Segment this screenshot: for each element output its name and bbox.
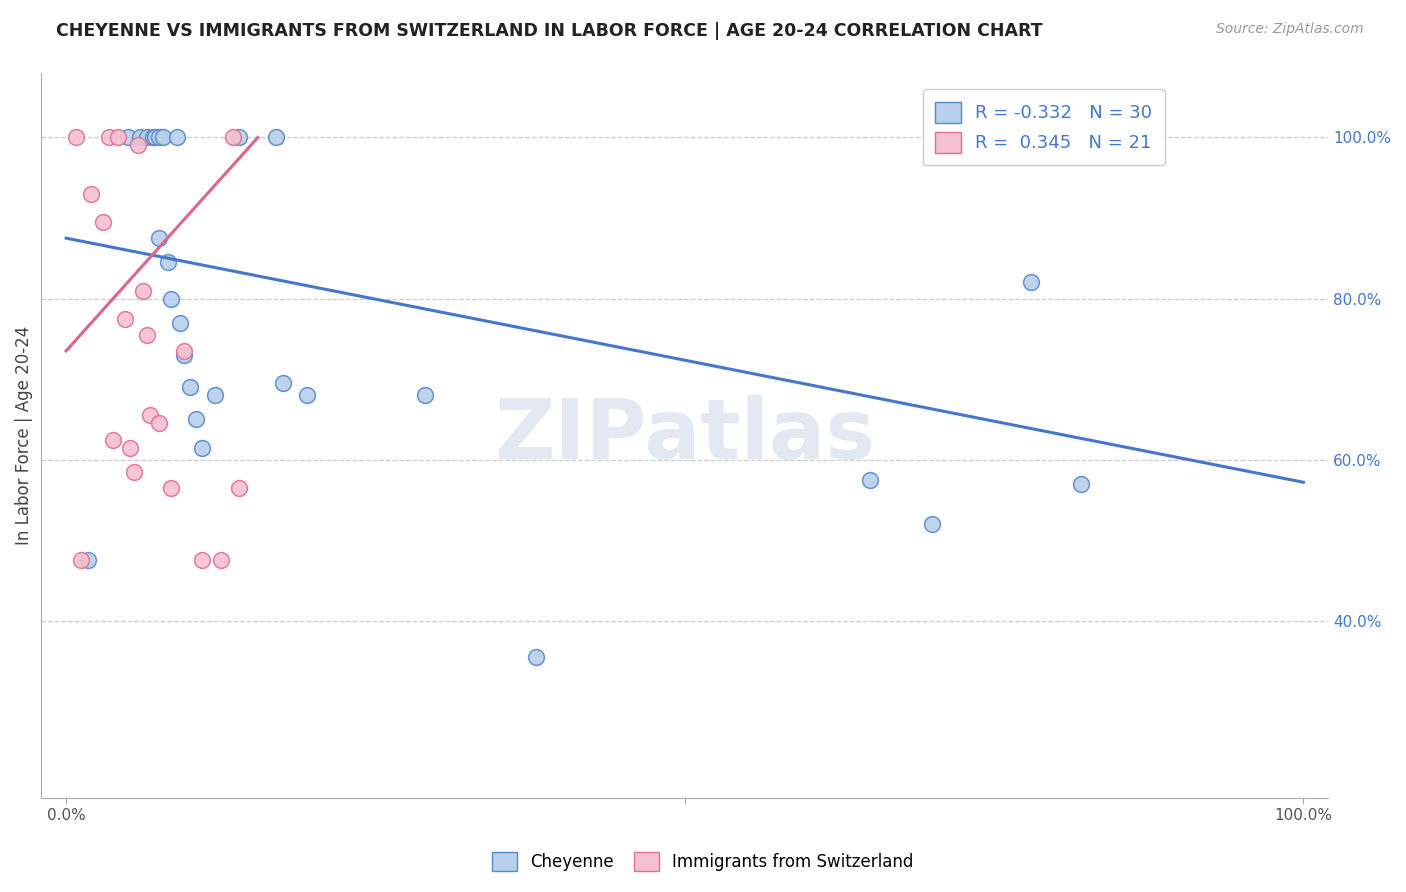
Point (271, 376, 294, 391)
Point (139, 409, 162, 423)
Point (129, 130, 152, 145)
Point (122, 465, 145, 479)
Legend: R = -0.332   N = 30, R =  0.345   N = 21: R = -0.332 N = 30, R = 0.345 N = 21 (922, 89, 1164, 165)
Point (117, 130, 139, 145)
Point (70, 553, 93, 567)
Point (1112, 130, 1135, 145)
Point (228, 481, 250, 495)
Point (152, 130, 174, 145)
Point (127, 138, 149, 153)
Point (65, 130, 87, 145)
Point (132, 284, 155, 298)
Point (135, 327, 157, 342)
Point (524, 650, 547, 665)
Point (143, 130, 166, 145)
Point (156, 255, 179, 269)
Point (921, 517, 943, 532)
Point (148, 231, 170, 245)
Point (77, 553, 100, 567)
Point (101, 433, 124, 447)
Point (1132, 130, 1154, 145)
Point (142, 130, 165, 145)
Point (413, 388, 436, 402)
Point (173, 343, 195, 358)
Y-axis label: In Labor Force | Age 20-24: In Labor Force | Age 20-24 (15, 326, 32, 545)
Point (80, 186, 103, 201)
Point (179, 380, 201, 394)
Point (91, 215, 114, 229)
Point (148, 130, 170, 145)
Text: Source: ZipAtlas.com: Source: ZipAtlas.com (1216, 22, 1364, 37)
Point (173, 348, 195, 362)
Point (98, 130, 121, 145)
Point (228, 130, 250, 145)
Point (859, 473, 882, 487)
Point (120, 441, 142, 455)
Point (160, 292, 183, 306)
Point (114, 311, 136, 326)
Point (166, 130, 188, 145)
Point (169, 316, 191, 330)
Point (191, 441, 214, 455)
Point (1070, 476, 1092, 491)
Point (160, 481, 183, 495)
Point (222, 130, 245, 145)
Point (209, 553, 232, 567)
Legend: Cheyenne, Immigrants from Switzerland: Cheyenne, Immigrants from Switzerland (484, 843, 922, 880)
Text: ZIPatlas: ZIPatlas (495, 395, 876, 476)
Point (266, 130, 288, 145)
Point (191, 553, 214, 567)
Text: CHEYENNE VS IMMIGRANTS FROM SWITZERLAND IN LABOR FORCE | AGE 20-24 CORRELATION C: CHEYENNE VS IMMIGRANTS FROM SWITZERLAND … (56, 22, 1043, 40)
Point (107, 130, 129, 145)
Point (297, 388, 319, 402)
Point (1019, 276, 1042, 290)
Point (204, 388, 226, 402)
Point (135, 130, 157, 145)
Point (184, 412, 207, 426)
Point (148, 417, 170, 431)
